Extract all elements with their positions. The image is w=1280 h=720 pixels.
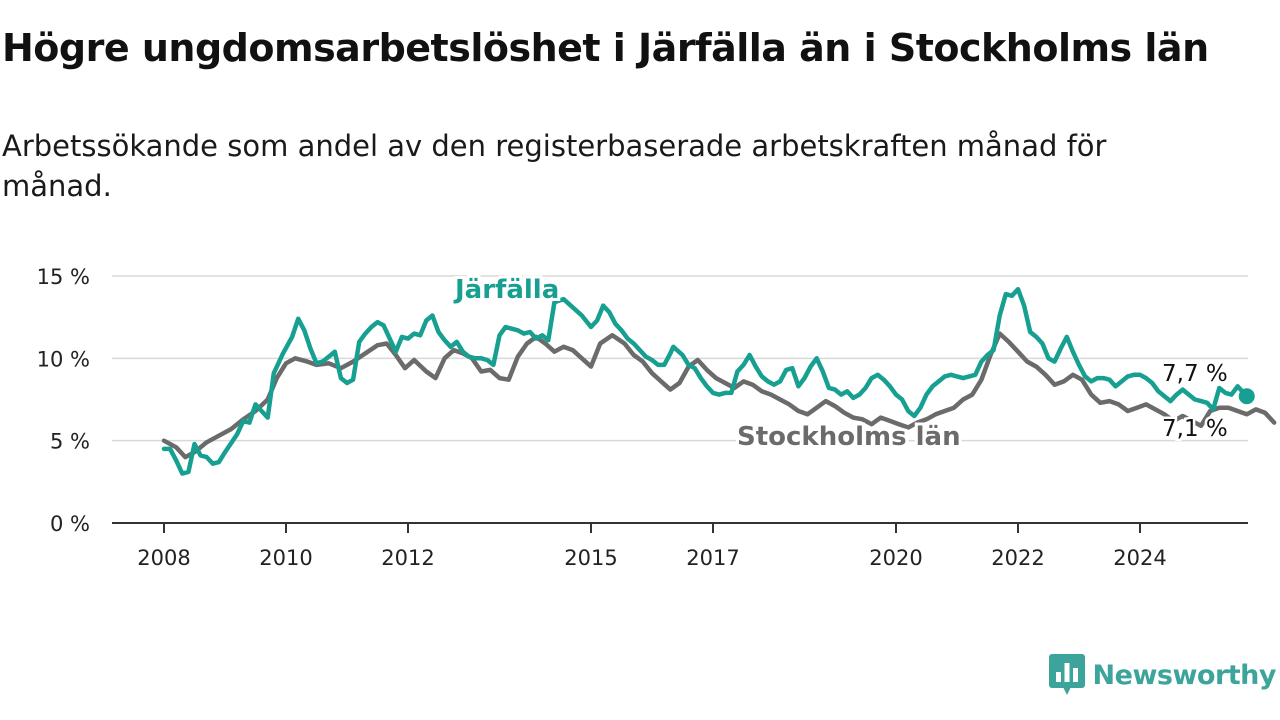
series-line	[161, 286, 1250, 476]
newsworthy-logo: Newsworthy	[1048, 654, 1277, 696]
y-tick-label: 0 %	[50, 512, 90, 536]
end-value-label: 7,1 %	[1162, 416, 1228, 442]
series-label: Järfälla	[453, 275, 559, 305]
line-chart: 0 % 5 % 10 % 15 % 2008 2010 2012 2015 2017 2020 20…	[37, 265, 1277, 570]
x-tick-label: 2020	[869, 546, 922, 570]
series-lines	[161, 286, 1277, 476]
y-tick-label: 15 %	[37, 265, 90, 289]
series-labels: Järfälla Stockholms län 7,7 % 7,1 %	[450, 272, 1230, 455]
y-tick-label: 10 %	[37, 347, 90, 371]
chart-title: Högre ungdomsarbetslöshet i Järfälla än …	[2, 26, 1209, 70]
x-tick-label: 2017	[686, 546, 739, 570]
y-tick-label: 5 %	[50, 430, 90, 454]
x-tick-label: 2008	[137, 546, 190, 570]
series-line	[161, 331, 1277, 460]
x-tick-label: 2012	[381, 546, 434, 570]
end-point-marker	[1238, 388, 1255, 405]
x-tick-label: 2024	[1113, 546, 1166, 570]
brand-name: Newsworthy	[1092, 659, 1277, 691]
x-tick-label: 2015	[564, 546, 617, 570]
end-value-label: 7,7 %	[1162, 361, 1228, 387]
x-tick-label: 2010	[259, 546, 312, 570]
bar-chart-speech-icon	[1048, 654, 1085, 695]
x-tick-label: 2022	[991, 546, 1044, 570]
axes: 0 % 5 % 10 % 15 % 2008 2010 2012 2015 2017 2020 20…	[37, 265, 1248, 570]
series-label: Stockholms län	[737, 422, 961, 452]
chart-subtitle: Arbetssökande som andel av den registerb…	[2, 129, 1107, 203]
